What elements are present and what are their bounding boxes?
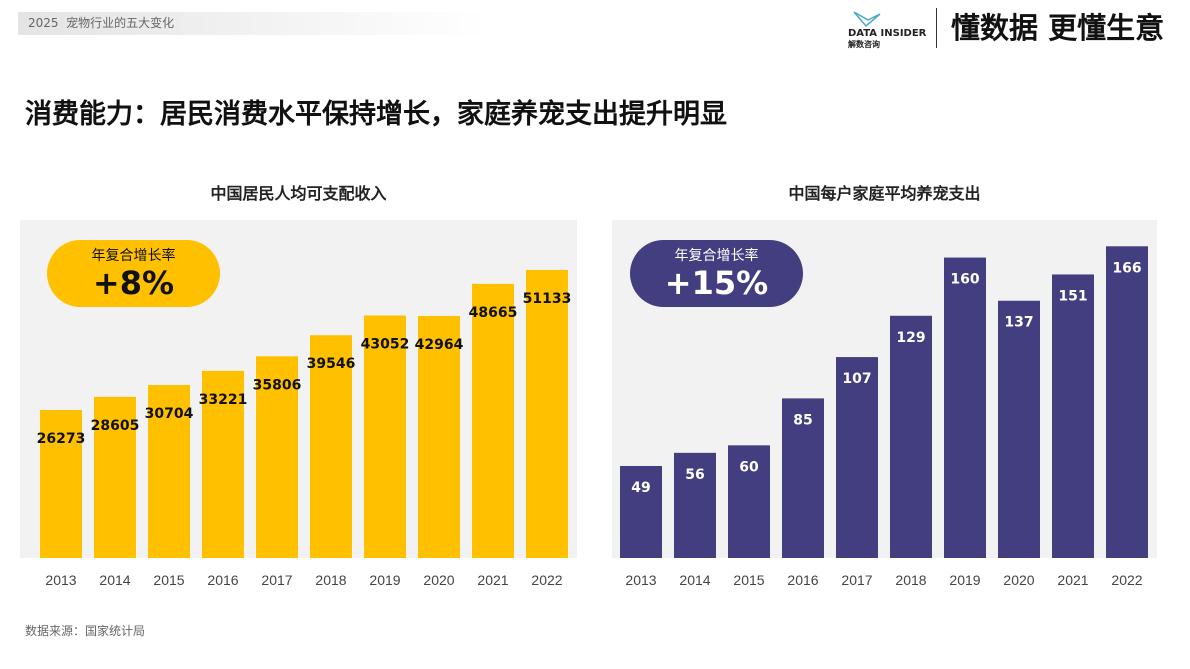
badge-label: 年复合增长率 <box>91 248 176 264</box>
page-title: 消费能力：居民消费水平保持增长，家庭养宠支出提升明显 <box>25 99 727 130</box>
source-note: 数据来源：国家统计局 <box>25 624 146 638</box>
bar-2016 <box>202 370 244 558</box>
data-label: 48665 <box>469 305 518 321</box>
logo-mark-icon <box>853 11 881 28</box>
cagr-badge-income: 年复合增长率 +8% <box>47 240 220 307</box>
logo: DATA INSIDER 解数咨询 <box>848 10 926 50</box>
bar-2020 <box>998 300 1040 558</box>
logo-text: DATA INSIDER <box>848 28 927 39</box>
bar-2020 <box>418 315 460 558</box>
x-tick-label: 2015 <box>733 572 764 588</box>
bar-2013 <box>40 409 82 558</box>
data-label: 151 <box>1058 288 1087 304</box>
x-tick-label: 2022 <box>531 572 562 588</box>
badge-value: +15% <box>664 264 769 302</box>
x-tick-label: 2022 <box>1111 572 1142 588</box>
data-label: 49 <box>631 480 650 496</box>
badge-label: 年复合增长率 <box>674 248 759 264</box>
x-tick-label: 2017 <box>261 572 292 588</box>
data-label: 85 <box>793 412 812 428</box>
data-label: 39546 <box>307 356 356 372</box>
x-tick-label: 2021 <box>1057 572 1088 588</box>
data-label: 35806 <box>253 377 302 393</box>
data-label: 160 <box>950 272 979 288</box>
data-label: 137 <box>1004 315 1033 331</box>
x-tick-label: 2019 <box>369 572 400 588</box>
data-label: 166 <box>1112 260 1141 276</box>
chart-title-pet-spend: 中国每户家庭平均养宠支出 <box>788 184 981 203</box>
bar-2021 <box>472 283 514 558</box>
bar-2014 <box>674 452 716 558</box>
x-tick-label: 2014 <box>99 572 130 588</box>
data-label: 30704 <box>145 406 194 422</box>
bar-2018 <box>890 315 932 558</box>
data-label: 28605 <box>91 418 140 434</box>
data-label: 60 <box>739 459 759 475</box>
x-tick-label: 2016 <box>787 572 818 588</box>
bar-2013 <box>620 465 662 558</box>
bar-2016 <box>782 398 824 558</box>
bar-2015 <box>728 445 770 558</box>
x-tick-label: 2013 <box>625 572 656 588</box>
x-tick-label: 2018 <box>315 572 346 588</box>
x-tick-label: 2021 <box>477 572 508 588</box>
data-label: 129 <box>896 330 925 346</box>
data-label: 33221 <box>199 392 248 408</box>
data-label: 107 <box>842 371 871 387</box>
x-tick-label: 2016 <box>207 572 238 588</box>
bar-2014 <box>94 396 136 558</box>
cagr-badge-pet: 年复合增长率 +15% <box>630 240 803 307</box>
bar-2018 <box>310 335 352 558</box>
data-label: 26273 <box>37 431 86 447</box>
bar-2017 <box>836 357 878 558</box>
data-label: 43052 <box>361 336 410 352</box>
data-label: 51133 <box>523 291 572 307</box>
x-tick-label: 2020 <box>423 572 454 588</box>
data-label: 42964 <box>415 337 464 353</box>
bar-2019 <box>364 315 406 558</box>
x-tick-label: 2018 <box>895 572 926 588</box>
x-tick-label: 2015 <box>153 572 184 588</box>
bar-2022 <box>526 269 568 558</box>
chart-title-income: 中国居民人均可支配收入 <box>210 184 387 203</box>
bar-2015 <box>148 385 190 558</box>
badge-value: +8% <box>92 264 175 302</box>
data-label: 56 <box>685 467 704 483</box>
x-tick-label: 2020 <box>1003 572 1034 588</box>
slogan: 懂数据 更懂生意 <box>936 8 1164 48</box>
bar-2021 <box>1052 274 1094 558</box>
bar-2017 <box>256 356 298 558</box>
bar-2022 <box>1106 246 1148 559</box>
x-tick-label: 2014 <box>679 572 710 588</box>
x-tick-label: 2013 <box>45 572 76 588</box>
bar-2019 <box>944 257 986 558</box>
report-header: 2025 宠物行业的五大变化 <box>18 12 488 35</box>
logo-subtext: 解数咨询 <box>848 40 880 49</box>
x-tick-label: 2017 <box>841 572 872 588</box>
x-tick-label: 2019 <box>949 572 980 588</box>
